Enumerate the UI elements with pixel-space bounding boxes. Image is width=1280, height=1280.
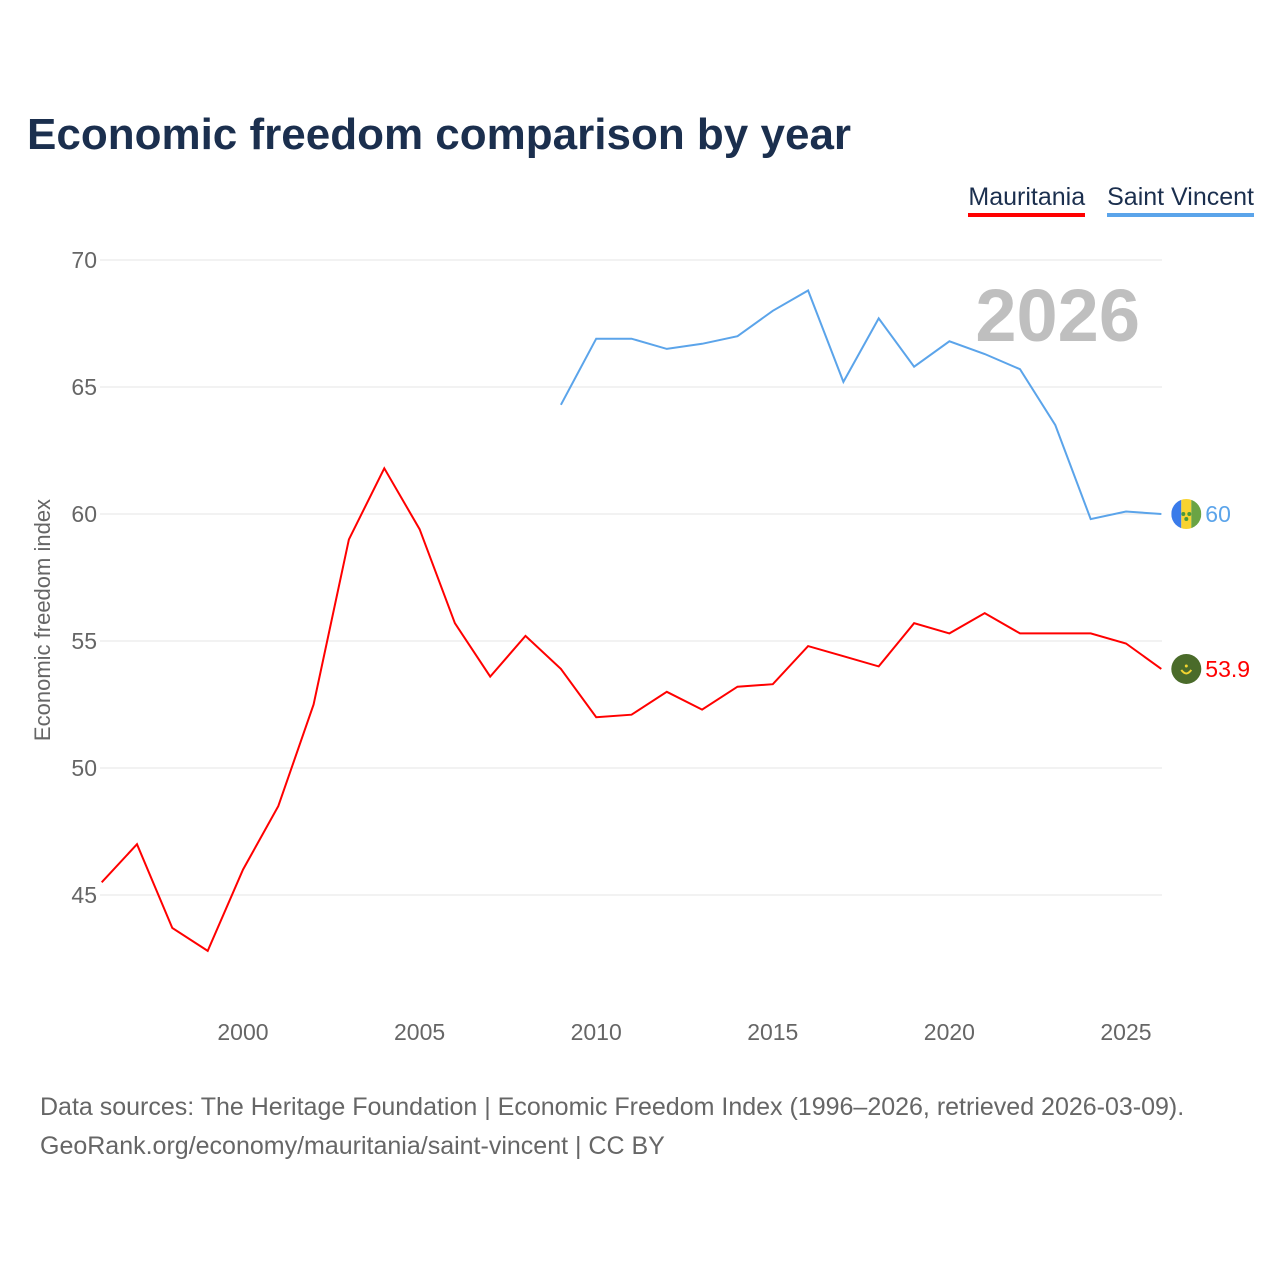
saint-vincent-flag-icon (1171, 499, 1202, 529)
x-tick-label: 2000 (217, 1019, 268, 1045)
year-watermark: 2026 (975, 274, 1140, 357)
end-value-label: 53.9 (1205, 656, 1250, 682)
series-line-saint-vincent (560, 289, 1162, 521)
y-tick-label: 70 (71, 247, 97, 273)
y-tick-label: 65 (71, 374, 97, 400)
flag-green (1191, 499, 1202, 529)
flag-yellow (1181, 499, 1192, 529)
credit-line: GeoRank.org/economy/mauritania/saint-vin… (40, 1132, 665, 1160)
diamond (1181, 512, 1186, 516)
x-tick-label: 2025 (1100, 1019, 1151, 1045)
chart-title: Economic freedom comparison by year (27, 110, 852, 159)
legend-item-saint-vincent[interactable]: Saint Vincent (1107, 183, 1254, 217)
flag-bg (1171, 653, 1202, 684)
crescent (1180, 669, 1193, 675)
x-tick-label: 2015 (747, 1019, 798, 1045)
source-line: Data sources: The Heritage Foundation | … (40, 1093, 1185, 1121)
y-tick-label: 45 (71, 882, 97, 908)
diamond (1184, 517, 1189, 521)
flag-blue (1171, 499, 1182, 529)
star (1184, 664, 1188, 668)
legend: Mauritania Saint Vincent (968, 183, 1254, 217)
diamond (1187, 512, 1192, 516)
x-tick-label: 2005 (394, 1019, 445, 1045)
y-axis-label: Economic freedom index (30, 499, 55, 741)
end-value-label: 60 (1205, 501, 1231, 527)
y-tick-label: 55 (71, 628, 97, 654)
legend-item-mauritania[interactable]: Mauritania (968, 183, 1086, 217)
x-tick-label: 2020 (924, 1019, 975, 1045)
series-line-mauritania (100, 466, 1162, 953)
y-tick-label: 50 (71, 755, 97, 781)
y-tick-label: 60 (71, 501, 97, 527)
footer-source: Data sources: The Heritage Foundation | … (40, 1088, 1184, 1166)
mauritania-flag-icon (1171, 653, 1202, 684)
x-tick-label: 2010 (571, 1019, 622, 1045)
